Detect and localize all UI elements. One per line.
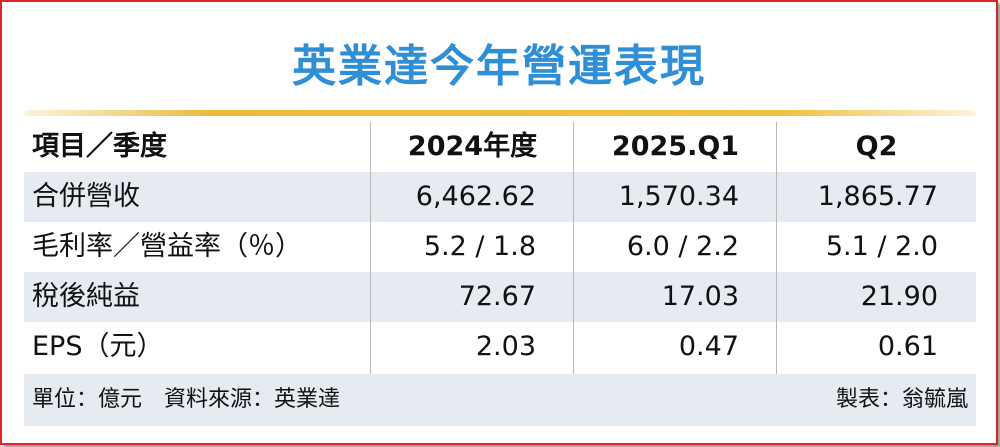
table-row: 合併營收 6,462.62 1,570.34 1,865.77 (24, 172, 976, 222)
cell-value: 2024年度 (407, 131, 538, 162)
source-note: 單位：億元 資料來源：英業達 (32, 387, 341, 412)
cell-value: 1,865.77 (817, 181, 938, 212)
footer: 單位：億元 資料來源：英業達 製表：翁毓嵐 (24, 374, 976, 426)
credit: 製表：翁毓嵐 (835, 387, 968, 412)
table: 項目／季度 2024年度 2025.Q1 Q2 合併營收 6,462.62 1,570.34… (24, 122, 976, 372)
table-row: 稅後純益 72.67 17.03 21.90 (24, 272, 976, 322)
cell-value: 6.0 / 2.2 (626, 231, 739, 262)
cell-value: 2025.Q1 (611, 131, 740, 162)
row-label: EPS（元） (32, 331, 164, 362)
title: 英業達今年營運表現 (292, 41, 706, 92)
column-divider (573, 122, 574, 377)
row-label: 稅後純益 (32, 281, 140, 312)
cell-value: 0.61 (877, 331, 938, 362)
cell-value: 17.03 (661, 281, 739, 312)
table-row: 毛利率／營益率（％） 5.2 / 1.8 6.0 / 2.2 5.1 / 2.0 (24, 222, 976, 272)
divider (24, 110, 976, 116)
row-label: 合併營收 (32, 181, 140, 212)
cell-value: 0.47 (678, 331, 739, 362)
column-divider (776, 122, 777, 377)
cell-value: 21.90 (860, 281, 938, 312)
cell-value: 2.03 (475, 331, 536, 362)
cell-value: 5.1 / 2.0 (825, 231, 938, 262)
row-label: 毛利率／營益率（％） (32, 231, 302, 262)
row-label: 項目／季度 (32, 131, 167, 162)
table-row: 項目／季度 2024年度 2025.Q1 Q2 (24, 122, 976, 172)
cell-value: 1,570.34 (618, 181, 739, 212)
cell-value: 6,462.62 (415, 181, 536, 212)
column-divider (370, 122, 371, 377)
cell-value: 72.67 (458, 281, 536, 312)
table-row: EPS（元） 2.03 0.47 0.61 (24, 322, 976, 372)
cell-value: 5.2 / 1.8 (423, 231, 536, 262)
cell-value: Q2 (855, 131, 898, 162)
